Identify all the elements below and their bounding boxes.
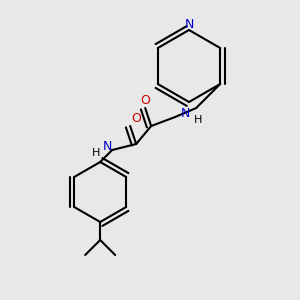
- Text: N: N: [103, 140, 112, 154]
- Text: H: H: [92, 148, 100, 158]
- Text: N: N: [181, 107, 190, 121]
- Text: N: N: [184, 17, 194, 31]
- Text: O: O: [131, 112, 141, 125]
- Text: O: O: [140, 94, 150, 107]
- Text: H: H: [194, 115, 202, 125]
